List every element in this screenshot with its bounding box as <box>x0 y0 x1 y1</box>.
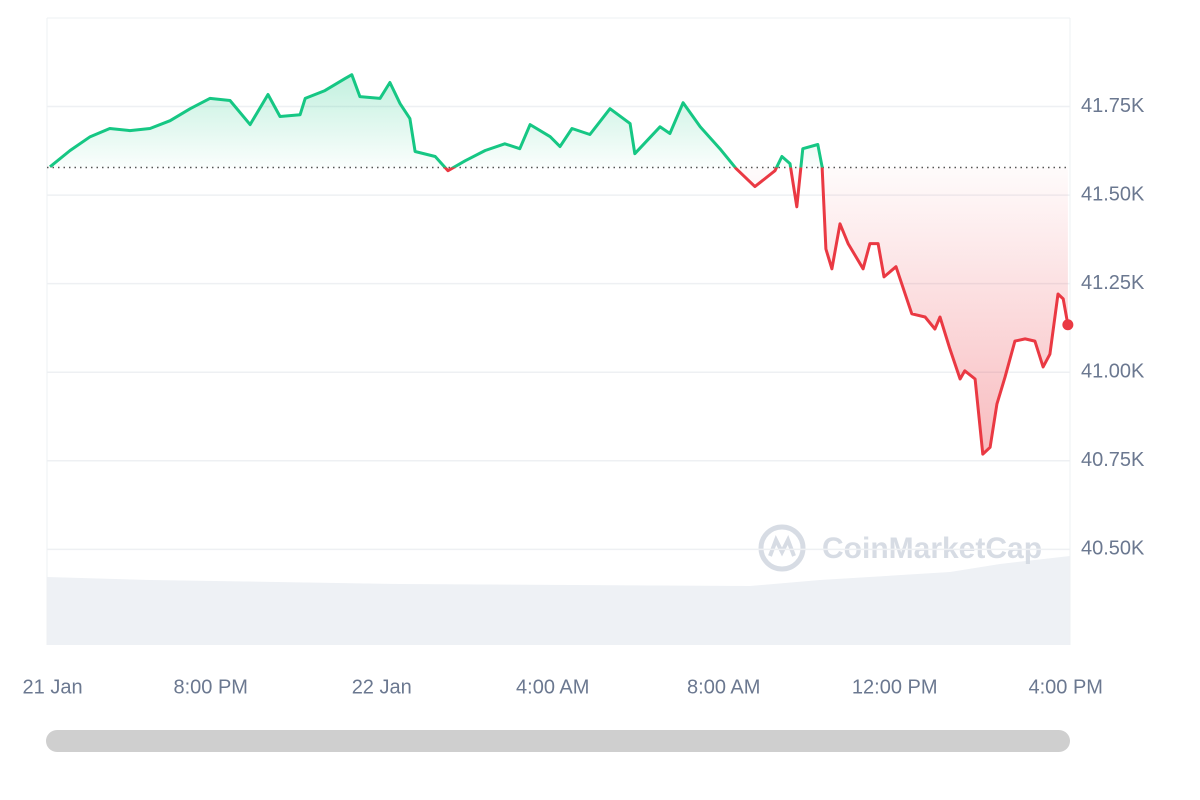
watermark-logo-mark <box>768 535 796 557</box>
x-tick-label: 8:00 PM <box>173 676 247 698</box>
x-tick-label: 4:00 PM <box>1028 676 1102 698</box>
x-tick-label: 22 Jan <box>352 676 412 698</box>
y-tick-label: 41.75K <box>1081 95 1145 117</box>
scrollbar[interactable] <box>46 730 1070 752</box>
chart: CoinMarketCap 40.50K 40.75K 41.00K 41.25K 41… <box>23 17 1145 698</box>
watermark: CoinMarketCap <box>758 524 1042 572</box>
x-tick-label: 4:00 AM <box>516 676 589 698</box>
y-tick-label: 40.75K <box>1081 449 1145 471</box>
watermark-text: CoinMarketCap <box>822 532 1042 565</box>
price-area <box>50 74 1068 455</box>
x-tick-label: 8:00 AM <box>687 676 760 698</box>
y-tick-label: 40.50K <box>1081 538 1145 560</box>
watermark-logo <box>758 524 806 572</box>
x-tick-label: 12:00 PM <box>852 676 938 698</box>
price-line <box>49 73 1070 456</box>
x-tick-label: 21 Jan <box>23 676 83 698</box>
y-tick-label: 41.50K <box>1081 183 1145 205</box>
volume-area <box>47 556 1070 645</box>
last-point <box>1062 319 1074 331</box>
y-tick-label: 41.25K <box>1081 272 1145 294</box>
y-tick-label: 41.00K <box>1081 361 1145 383</box>
